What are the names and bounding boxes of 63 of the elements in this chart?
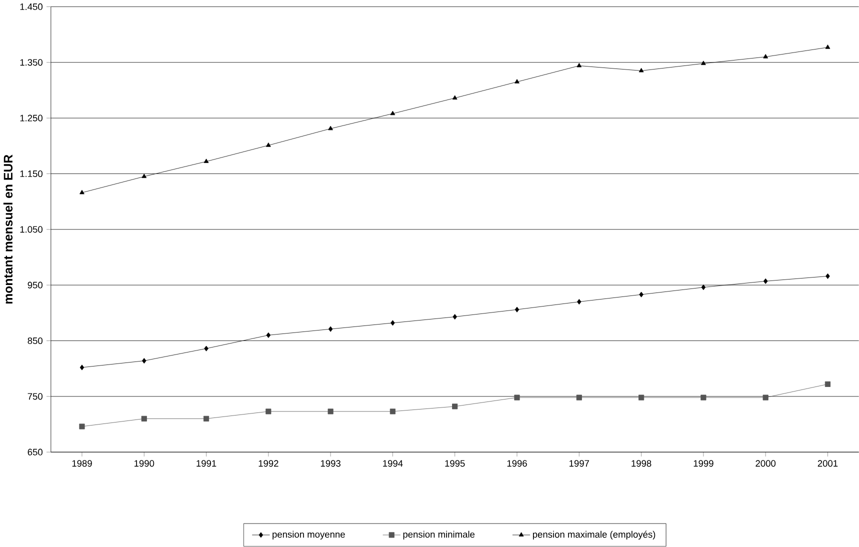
point <box>204 158 209 164</box>
y-axis-title: montant mensuel en EUR <box>3 154 13 304</box>
point <box>266 142 271 148</box>
point <box>577 299 582 305</box>
legend-label: pension moyenne <box>272 531 345 540</box>
x-tick-label: 1998 <box>632 460 652 467</box>
x-tick-label: 2001 <box>818 460 838 467</box>
point <box>328 326 333 332</box>
point <box>825 44 830 50</box>
point <box>576 63 582 68</box>
legend-label: pension maximale (employés) <box>532 530 656 540</box>
point <box>328 126 334 130</box>
point <box>700 394 706 401</box>
point <box>638 394 644 401</box>
point <box>514 394 520 401</box>
point <box>576 394 582 401</box>
x-tick-label: 1990 <box>134 460 154 467</box>
y-tick-label: 1.150 <box>20 170 42 178</box>
y-tick-label: 1.450 <box>20 4 42 10</box>
point <box>763 278 768 284</box>
x-tick-label: 1991 <box>196 460 216 467</box>
y-tick-label: 850 <box>28 338 42 344</box>
x-tick-label: 1995 <box>445 460 465 467</box>
y-tick-label: 950 <box>28 282 42 289</box>
x-tick-label: 1994 <box>383 460 403 467</box>
point <box>80 190 84 194</box>
point <box>701 284 706 290</box>
legend-label: pension minimale <box>403 531 475 540</box>
point <box>452 95 458 100</box>
x-tick-label: 1989 <box>72 460 92 467</box>
x-tick-label: 1999 <box>694 460 714 467</box>
point <box>141 416 147 422</box>
point <box>79 424 85 430</box>
point <box>700 60 706 66</box>
y-tick-label: 750 <box>28 393 42 400</box>
point <box>390 408 396 414</box>
point <box>826 274 830 280</box>
point <box>266 332 271 338</box>
point <box>142 174 147 178</box>
point <box>638 68 644 72</box>
point <box>514 79 520 84</box>
y-tick-label: 1.050 <box>20 226 42 233</box>
point <box>142 358 146 364</box>
point <box>762 394 768 401</box>
y-tick-label: 650 <box>28 449 42 456</box>
point <box>452 314 457 320</box>
point <box>514 306 520 313</box>
point <box>763 54 768 59</box>
x-tick-label: 1997 <box>570 460 589 467</box>
x-tick-label: 2000 <box>756 460 776 467</box>
y-tick-label: 1.250 <box>20 114 42 122</box>
point <box>328 408 334 414</box>
point <box>824 382 831 388</box>
point <box>80 364 84 370</box>
x-tick-label: 1996 <box>507 460 527 467</box>
point <box>452 404 458 410</box>
point <box>266 408 272 414</box>
point <box>390 320 395 326</box>
point <box>390 111 396 116</box>
x-tick-label: 1992 <box>258 460 278 467</box>
point <box>203 416 210 422</box>
y-tick-label: 1.350 <box>20 59 42 66</box>
x-tick-label: 1993 <box>320 460 340 467</box>
